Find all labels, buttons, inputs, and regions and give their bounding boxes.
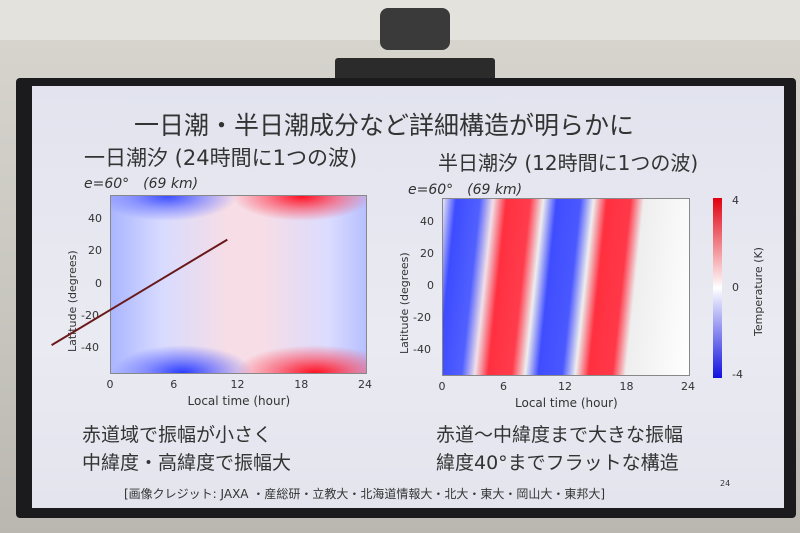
x-tick-label: 6 <box>170 378 178 391</box>
x-axis-label: Local time (hour) <box>515 396 618 410</box>
panel-label-right: e=60° (69 km) <box>408 182 523 198</box>
subtitle-semidiurnal: 半日潮汐 (12時間に1つの波) <box>438 151 699 175</box>
y-tick-label: 40 <box>420 215 434 228</box>
y-tick-label: 20 <box>420 247 434 260</box>
x-tick-label: 18 <box>294 378 309 391</box>
image-credit: [画像クレジット: JAXA ・産総研・立教大・北海道情報大・北大・東大・岡山大… <box>124 487 606 501</box>
x-tick-label: 0 <box>106 378 114 391</box>
subtitle-diurnal: 一日潮汐 (24時間に1つの波) <box>84 146 358 170</box>
x-tick-label: 18 <box>619 380 634 393</box>
x-tick-label: 6 <box>500 380 507 393</box>
caption-right-1: 赤道〜中緯度まで大きな振幅 <box>436 424 684 446</box>
y-tick-label: -20 <box>413 311 431 324</box>
page-number: 24 <box>720 479 731 488</box>
colorbar <box>713 198 722 378</box>
colorbar-tick-label: 4 <box>732 194 739 207</box>
camera <box>380 8 450 50</box>
y-tick-label: 0 <box>427 279 434 292</box>
y-tick-label: 40 <box>88 212 102 226</box>
slide-title: 一日潮・半日潮成分など詳細構造が明らかに <box>134 111 635 140</box>
caption-left-2: 中緯度・高緯度で振幅大 <box>82 452 292 474</box>
colorbar-label: Temperature (K) <box>752 247 765 336</box>
y-tick-label: 0 <box>95 276 102 290</box>
x-axis-label: Local time (hour) <box>187 394 291 408</box>
y-axis-label: Latitude (degrees) <box>66 250 79 352</box>
x-tick-label: 0 <box>438 380 446 393</box>
y-tick-label: -40 <box>413 343 431 356</box>
y-tick-label: -40 <box>81 340 99 354</box>
x-tick-label: 12 <box>558 380 572 393</box>
colorbar-tick-label: -4 <box>732 368 743 381</box>
caption-right-2: 緯度40°までフラットな構造 <box>436 452 679 474</box>
colorbar-tick-label: 0 <box>732 281 739 294</box>
x-tick-label: 24 <box>681 380 695 393</box>
x-tick-label: 24 <box>358 378 372 391</box>
caption-left-1: 赤道域で振幅が小さく <box>82 424 273 446</box>
y-tick-label: 20 <box>88 244 102 258</box>
panel-label-left: e=60° (69 km) <box>84 176 199 192</box>
y-axis-label: Latitude (degrees) <box>398 252 411 354</box>
x-tick-label: 12 <box>230 378 245 391</box>
heatmap-semidiurnal <box>442 198 690 376</box>
